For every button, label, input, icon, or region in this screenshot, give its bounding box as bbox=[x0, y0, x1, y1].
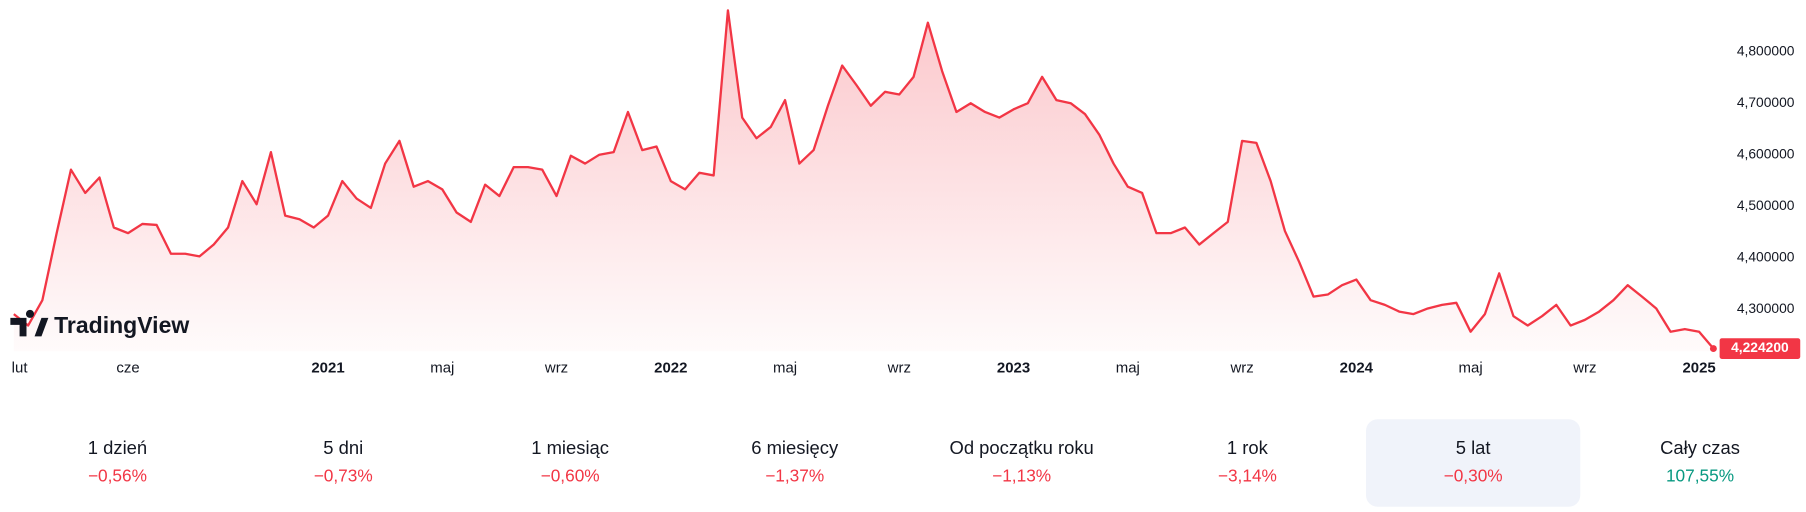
period-tab[interactable]: Od początku roku −1,13% bbox=[950, 437, 1094, 485]
period-change: −0,56% bbox=[88, 465, 147, 485]
watermark-text: TradingView bbox=[54, 312, 189, 338]
x-tick-label: cze bbox=[116, 360, 139, 377]
period-active-bg bbox=[1366, 419, 1581, 507]
x-tick-label: maj bbox=[773, 360, 797, 377]
y-tick-label: 4,600000 bbox=[1737, 145, 1795, 161]
y-tick-label: 4,400000 bbox=[1737, 249, 1795, 265]
period-label: 1 rok bbox=[1227, 437, 1269, 458]
last-point bbox=[1709, 345, 1717, 353]
x-tick-label: 2021 bbox=[311, 360, 344, 377]
price-label-box bbox=[1719, 338, 1801, 359]
period-label: Od początku roku bbox=[950, 437, 1094, 458]
period-tab[interactable]: 5 dni −0,73% bbox=[314, 437, 373, 485]
period-label: 1 miesiąc bbox=[531, 437, 609, 458]
x-tick-label: maj bbox=[1116, 360, 1140, 377]
watermark: TradingView bbox=[10, 309, 189, 338]
period-change: −0,73% bbox=[314, 465, 373, 485]
period-label: 5 lat bbox=[1456, 437, 1491, 458]
period-tab[interactable]: 5 lat −0,30% bbox=[1366, 419, 1581, 507]
period-label: 6 miesięcy bbox=[751, 437, 839, 458]
period-tab[interactable]: 6 miesięcy −1,37% bbox=[751, 437, 839, 485]
period-label: Cały czas bbox=[1660, 437, 1740, 458]
period-tab[interactable]: 1 dzień −0,56% bbox=[88, 437, 147, 485]
y-tick-label: 4,800000 bbox=[1737, 42, 1795, 58]
x-tick-label: lut bbox=[12, 360, 29, 377]
period-tab[interactable]: 1 rok −3,14% bbox=[1218, 437, 1277, 485]
price-label: 4,224200 bbox=[1731, 339, 1789, 355]
x-tick-label: 2024 bbox=[1340, 360, 1374, 377]
x-tick-label: wrz bbox=[1229, 360, 1253, 377]
x-tick-label: wrz bbox=[887, 360, 911, 377]
period-tab[interactable]: 1 miesiąc −0,60% bbox=[531, 437, 609, 485]
period-change: −0,60% bbox=[541, 465, 600, 485]
period-change: 107,55% bbox=[1666, 465, 1734, 485]
y-tick-label: 4,300000 bbox=[1737, 300, 1795, 316]
period-change: −0,30% bbox=[1444, 465, 1503, 485]
y-tick-label: 4,500000 bbox=[1737, 197, 1795, 213]
period-change: −1,13% bbox=[992, 465, 1051, 485]
line bbox=[13, 9, 1715, 350]
x-tick-label: 2025 bbox=[1682, 360, 1715, 377]
x-tick-label: 2022 bbox=[654, 360, 687, 377]
x-tick-label: 2023 bbox=[997, 360, 1030, 377]
x-tick-label: wrz bbox=[1572, 360, 1596, 377]
x-tick-label: wrz bbox=[544, 360, 568, 377]
x-tick-label: maj bbox=[1459, 360, 1483, 377]
x-tick-label: maj bbox=[430, 360, 454, 377]
period-label: 5 dni bbox=[323, 437, 363, 458]
area bbox=[13, 10, 1714, 352]
period-change: −1,37% bbox=[765, 465, 824, 485]
period-tab[interactable]: Cały czas 107,55% bbox=[1660, 437, 1740, 485]
period-change: −3,14% bbox=[1218, 465, 1277, 485]
y-tick-label: 4,700000 bbox=[1737, 94, 1795, 110]
watermark-logo bbox=[10, 309, 49, 337]
period-label: 1 dzień bbox=[88, 437, 147, 458]
